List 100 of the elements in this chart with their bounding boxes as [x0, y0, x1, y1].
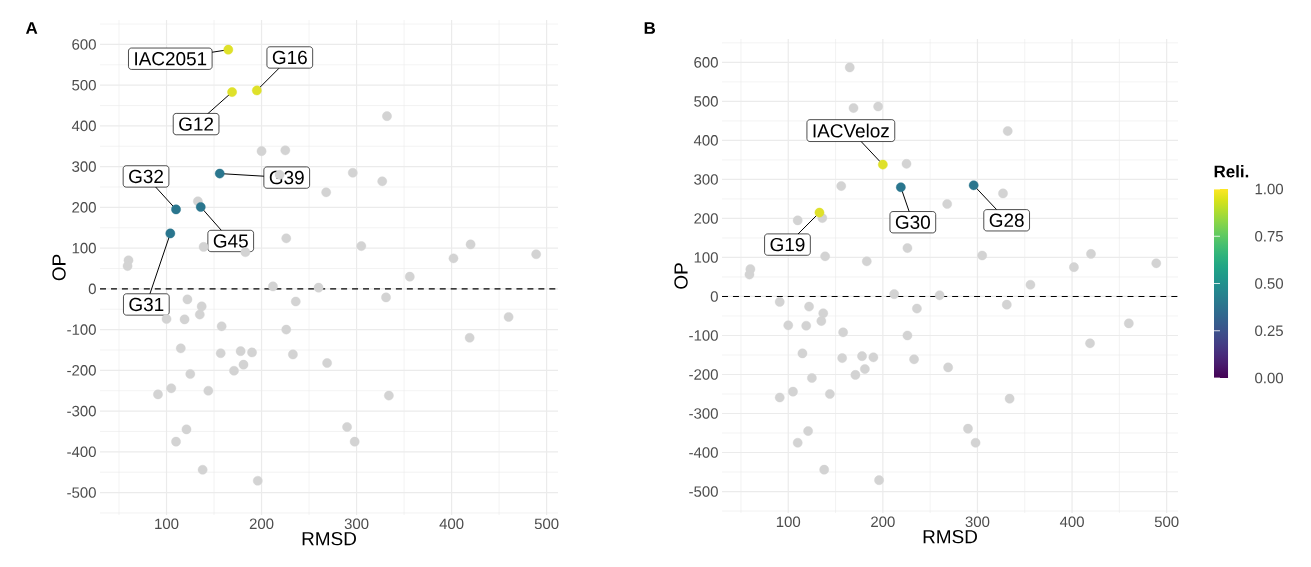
point [175, 343, 186, 354]
point [902, 330, 913, 341]
x-tick-label: 500 [1154, 516, 1179, 528]
annotation: G19 [770, 237, 805, 252]
point [1001, 299, 1012, 310]
y-tick-label: 0 [88, 283, 96, 295]
point [381, 292, 391, 303]
point [465, 239, 476, 250]
y-tick-label: 400 [693, 135, 718, 146]
x-tick-label: 400 [1059, 516, 1084, 528]
color-bar-label: 0.25 [1255, 325, 1283, 337]
point [503, 312, 514, 322]
point [860, 364, 870, 374]
point [227, 87, 237, 97]
point [1151, 258, 1162, 269]
point [153, 389, 163, 400]
y-tick-label: -500 [689, 486, 718, 497]
point [122, 261, 133, 271]
point [857, 351, 867, 361]
point [448, 253, 459, 264]
point [356, 241, 367, 251]
point [774, 392, 785, 403]
y-tick-label: 400 [71, 120, 96, 132]
point [1002, 126, 1013, 136]
point [347, 167, 358, 178]
point [268, 281, 278, 292]
y-tick-label: -200 [67, 365, 96, 376]
y-tick-label: -400 [67, 446, 96, 458]
annotation: G31 [129, 297, 164, 312]
y-tick-label: 300 [694, 174, 718, 185]
point [801, 320, 812, 331]
point [382, 111, 392, 121]
y-tick-label: -100 [689, 330, 718, 341]
y-tick-label: 100 [694, 252, 718, 263]
point [349, 436, 360, 447]
point [902, 243, 913, 253]
annotation: G45 [213, 234, 248, 248]
point [197, 464, 208, 475]
annotation: G28 [989, 213, 1024, 227]
point [229, 365, 239, 376]
y-tick-label: 500 [694, 96, 718, 107]
point [816, 316, 827, 326]
point [909, 354, 919, 365]
y-tick-label: 500 [72, 79, 96, 91]
point [820, 251, 830, 262]
y-tick-label: -300 [689, 408, 718, 419]
point [165, 228, 176, 239]
point [238, 359, 249, 370]
point [807, 373, 817, 383]
y-tick-label: -400 [689, 447, 718, 458]
point [837, 353, 847, 363]
point [825, 389, 835, 399]
point [214, 168, 225, 179]
point [792, 215, 803, 226]
point [963, 423, 973, 434]
annotation: G16 [272, 50, 307, 65]
point [377, 176, 388, 187]
point [288, 349, 298, 360]
color-bar-label: 1.00 [1255, 183, 1284, 195]
x-tick-label: 300 [344, 518, 369, 530]
point [901, 159, 912, 169]
point [216, 321, 227, 332]
y-tick-label: -100 [67, 324, 96, 335]
point [1085, 338, 1095, 349]
point [943, 362, 953, 373]
point [1069, 262, 1079, 273]
point [873, 101, 883, 112]
point [404, 271, 415, 282]
point [240, 247, 251, 258]
point [322, 358, 332, 368]
point [171, 204, 181, 215]
point [819, 464, 829, 475]
x-tick-label: 400 [439, 518, 464, 530]
point [280, 145, 291, 156]
point [977, 250, 987, 261]
point [531, 249, 541, 260]
point [281, 324, 292, 335]
point [848, 103, 859, 113]
x-tick-label: 100 [776, 516, 801, 528]
point [868, 352, 879, 363]
y-tick-label: 200 [72, 202, 96, 213]
annotation: IACVeloz [813, 123, 889, 138]
point [814, 207, 825, 218]
point [166, 383, 177, 394]
point [247, 347, 257, 358]
point [844, 62, 855, 73]
point [970, 437, 981, 448]
point [850, 370, 861, 380]
x-axis-title: RMSD [923, 529, 977, 544]
point [290, 296, 301, 307]
chart-title: A [25, 22, 38, 34]
point [195, 202, 206, 212]
point [215, 348, 226, 359]
color-bar-label: 0.75 [1255, 230, 1283, 242]
y-tick-label: -300 [67, 405, 96, 417]
annotation: G30 [895, 215, 930, 229]
point [878, 159, 888, 170]
point [783, 320, 794, 331]
x-tick-label: 200 [249, 518, 274, 530]
color-bar-label: 0.50 [1255, 278, 1284, 289]
